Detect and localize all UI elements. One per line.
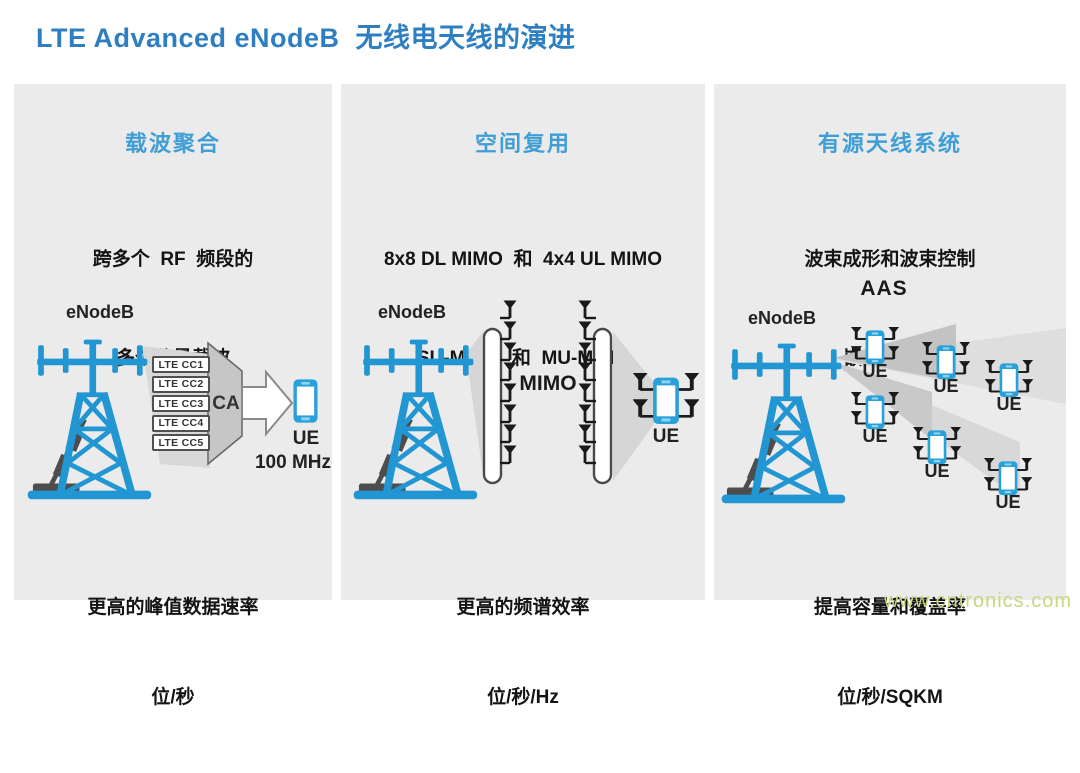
antenna-icon [578, 342, 592, 360]
panel3-caption: 提高容量和覆盖率 位/秒/SQKM [714, 533, 1066, 773]
antenna-icon [578, 300, 592, 318]
arrow-right-icon [241, 369, 294, 437]
panel1-heading: 载波聚合 [124, 131, 221, 156]
antenna-icon [503, 342, 517, 360]
antenna-icon [503, 321, 517, 339]
antenna-icon [578, 404, 592, 422]
carrier-box-cc4: LTE CC4 [152, 414, 210, 432]
ue-label: UE [996, 394, 1022, 414]
panel-carrier-aggregation: 载波聚合 跨多个 RF 频段的 多个分量载波 LTE CC1 LTE CC2 L… [14, 84, 332, 708]
antenna-icon [503, 445, 517, 463]
panel1-subtitle-line1: 跨多个 RF 频段的 [92, 249, 254, 270]
panel2-caption: 更高的频谱效率 位/秒/Hz [341, 533, 705, 773]
panel3-diagram [714, 324, 1066, 600]
signal-shadow-wedge [466, 330, 484, 481]
panel2-heading: 空间复用 [474, 131, 571, 156]
ue-label: UE [652, 426, 680, 447]
antenna-icon [578, 321, 592, 339]
enodeb-tower-icon [722, 344, 846, 504]
ue-label: UE [933, 376, 959, 396]
panel3-subtitle-line1: 波束成形和波束控制 [804, 249, 976, 270]
panel2-subtitle-line1: 8x8 DL MIMO 和 4x4 UL MIMO [383, 249, 663, 270]
panel2-caption-line1: 更高的频谱效率 [456, 597, 590, 618]
panel2-diagram [341, 300, 705, 600]
enodeb-tower-icon [354, 340, 478, 500]
panel3-heading: 有源天线系统 [817, 131, 962, 156]
antenna-icon [578, 424, 592, 442]
panel1-caption-line1: 更高的峰值数据速率 [87, 597, 259, 618]
antenna-icon [578, 445, 592, 463]
ue-label: UE [924, 461, 950, 481]
enodeb-label: eNodeB [65, 302, 134, 322]
panel3-caption-line1: 提高容量和覆盖率 [813, 597, 966, 618]
panel3-caption-line2: 位/秒/SQKM [837, 687, 943, 708]
panel1-diagram [14, 84, 318, 600]
enodeb-tower-icon [28, 340, 152, 500]
panel1-caption-line2: 位/秒 [151, 687, 195, 708]
mimo-antenna-array-left [482, 300, 517, 485]
panel-active-antenna-system: 有源天线系统 波束成形和波束控制 嵌入式 RF AAS eNodeB UE UE… [714, 84, 1066, 708]
page-title: LTE Advanced eNodeB 无线电天线的演进 [36, 23, 576, 53]
antenna-icon [503, 300, 517, 318]
antenna-icon [503, 404, 517, 422]
carrier-box-cc3: LTE CC3 [152, 395, 210, 412]
panel-spatial-multiplexing: 空间复用 8x8 DL MIMO 和 4x4 UL MIMO SU-MIMO 和… [341, 84, 705, 708]
watermark: www.cntronics.com [883, 590, 1072, 612]
ca-label: CA [212, 393, 240, 414]
carrier-box-cc1: LTE CC1 [152, 356, 210, 373]
ue-phone-icon [293, 379, 318, 423]
enodeb-label: eNodeB [747, 308, 816, 328]
ue-label: UE [292, 428, 320, 449]
aas-label: AAS [860, 277, 908, 300]
bandwidth-label: 100 MHz [254, 452, 332, 473]
mimo-antenna-array-right [578, 300, 613, 485]
carrier-box-cc5: LTE CC5 [152, 434, 210, 451]
ue-label: UE [862, 361, 888, 381]
signal-shadow-wedge [613, 332, 657, 481]
antenna-icon [503, 424, 517, 442]
carrier-box-cc2: LTE CC2 [152, 375, 210, 393]
panel1-caption: 更高的峰值数据速率 位/秒 [14, 533, 332, 773]
ue-label: UE [995, 492, 1021, 512]
ue-label: UE [862, 426, 888, 446]
panel2-caption-line2: 位/秒/Hz [487, 687, 559, 708]
enodeb-label: eNodeB [377, 302, 446, 322]
mimo-label: MIMO [519, 372, 577, 395]
